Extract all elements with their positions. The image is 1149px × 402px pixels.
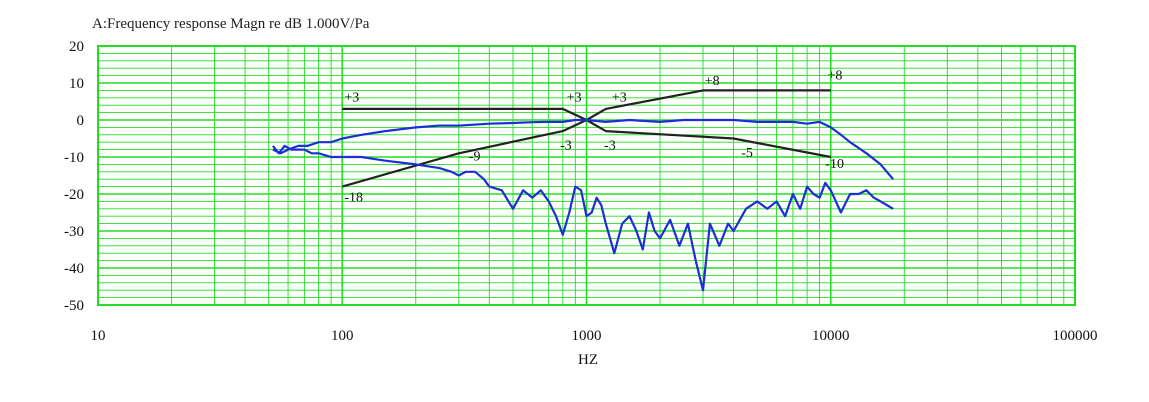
plot-frame (97, 45, 1076, 306)
annotation-label: +3 (344, 91, 359, 106)
x-tick-label: 10 (91, 328, 106, 344)
y-tick-label: -40 (64, 261, 84, 277)
y-tick-label: 0 (77, 113, 85, 129)
x-tick-label: 1000 (572, 328, 602, 344)
y-tick-label: -20 (64, 187, 84, 203)
grid (97, 45, 1076, 306)
series-lines (272, 118, 894, 292)
annotation-label: -3 (604, 139, 616, 154)
annotation-label: -18 (344, 190, 363, 205)
annotation-label: -5 (741, 146, 753, 161)
y-tick-label: -50 (64, 298, 84, 314)
series-line-1 (272, 118, 894, 180)
y-tick-label: 20 (69, 39, 84, 55)
annotation-label: -3 (560, 139, 572, 154)
x-tick-label: 100 (331, 328, 354, 344)
x-tick-label: 100000 (1053, 328, 1098, 344)
limit-line-upper (342, 89, 831, 122)
annotation-label: +8 (705, 74, 720, 89)
y-tick-label: -10 (64, 150, 84, 166)
x-tick-label: 10000 (812, 328, 850, 344)
annotations: +3 +3 +3 +8 +8 -9 -3 -3 -5 -10 -18 (344, 68, 844, 205)
y-tick-labels: 20 10 0 -10 -20 -30 -40 -50 (64, 39, 84, 314)
annotation-label: +3 (612, 91, 627, 106)
x-tick-labels: 10 100 1000 10000 100000 (91, 328, 1098, 344)
y-tick-label: -30 (64, 224, 84, 240)
x-axis-label: HZ (578, 352, 598, 368)
annotation-label: -9 (469, 150, 481, 165)
annotation-label: +8 (828, 68, 843, 83)
annotation-label: -10 (825, 157, 844, 172)
annotation-label: +3 (567, 91, 582, 106)
y-tick-label: 10 (69, 76, 84, 92)
series-line-2 (272, 144, 894, 292)
chart-title: A:Frequency response Magn re dB 1.000V/P… (92, 16, 370, 32)
